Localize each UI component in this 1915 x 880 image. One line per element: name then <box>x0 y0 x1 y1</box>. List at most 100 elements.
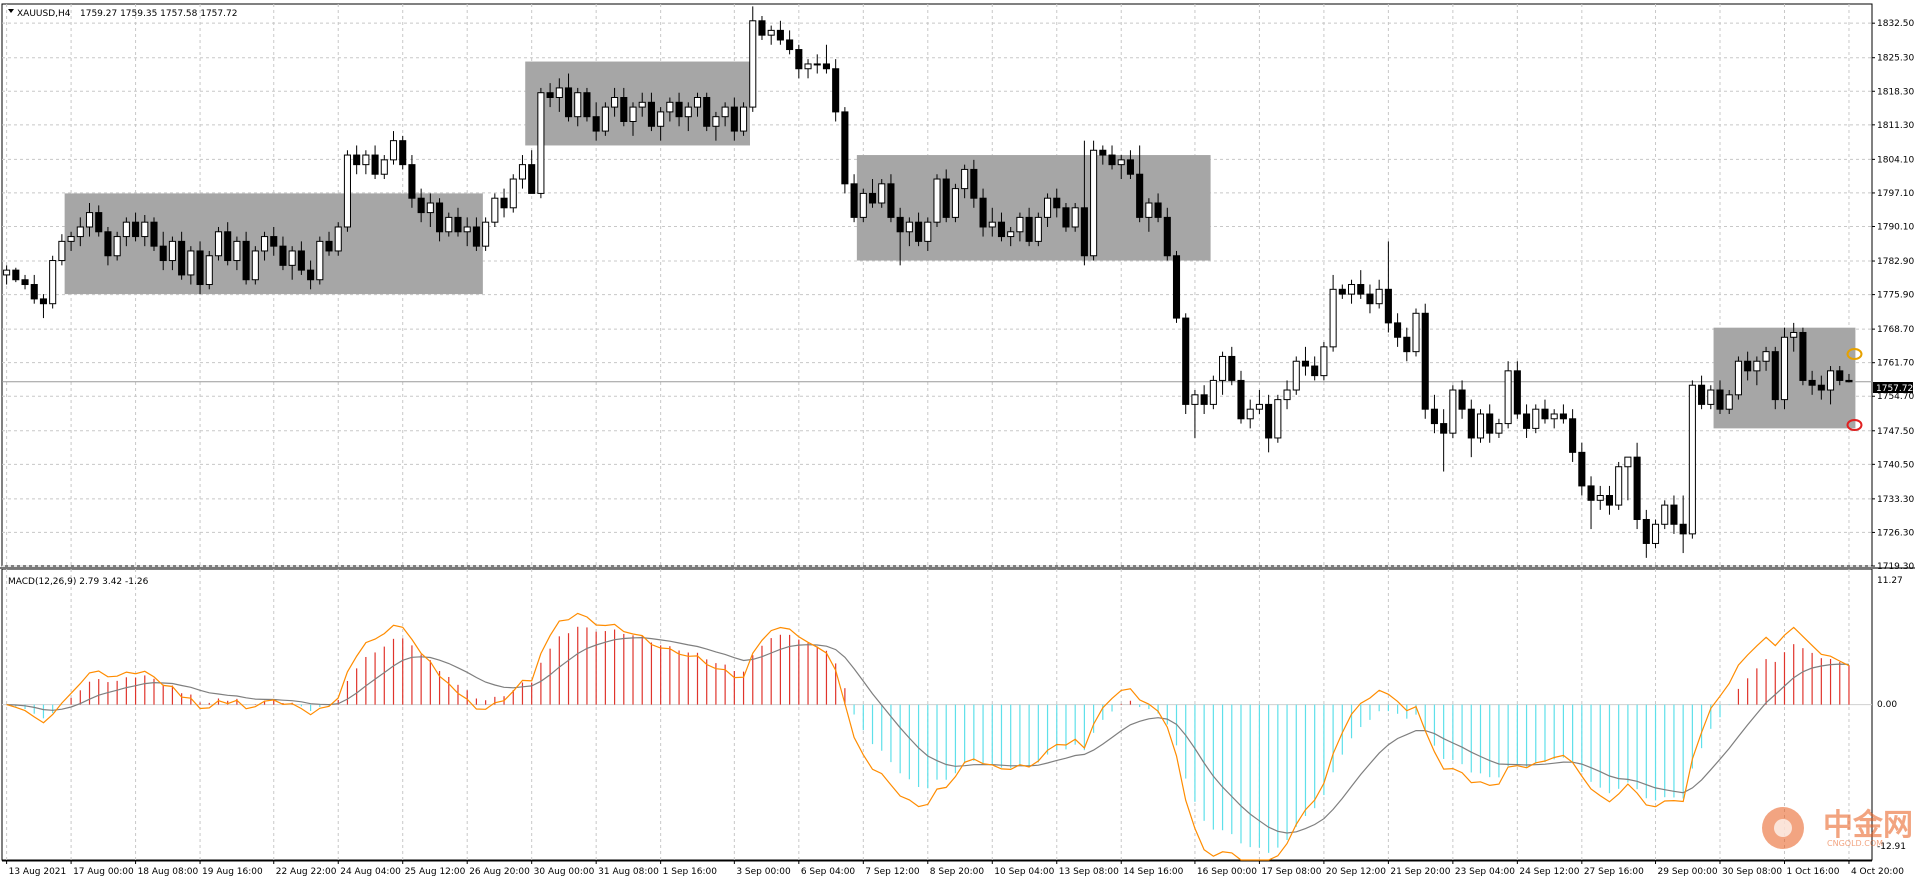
candle-body <box>703 97 711 127</box>
y-tick-label: 1747.50 <box>1877 427 1914 437</box>
y-tick-label: 1797.10 <box>1877 189 1914 199</box>
candle <box>1808 370 1816 395</box>
candle-body <box>389 140 398 161</box>
candle <box>122 217 130 247</box>
candle <box>749 6 757 112</box>
candle-body <box>841 111 849 185</box>
candle <box>555 78 563 112</box>
candle-body <box>500 197 508 209</box>
candle <box>583 87 591 122</box>
candle <box>389 131 398 165</box>
candle-body <box>868 192 877 204</box>
candle <box>1034 212 1042 247</box>
candle-body <box>1044 197 1052 218</box>
candle <box>1449 385 1457 438</box>
candle <box>1550 409 1558 429</box>
candle-body <box>1661 504 1669 525</box>
candle <box>1163 207 1171 261</box>
candle <box>905 217 913 247</box>
price-markers <box>1846 348 1863 432</box>
candle-body <box>721 106 729 118</box>
candle <box>924 217 932 251</box>
candle <box>1007 226 1015 247</box>
candle <box>1311 356 1319 381</box>
price-marker <box>1846 348 1863 361</box>
candle-body <box>1237 379 1245 420</box>
candle <box>1661 500 1669 530</box>
candle-body <box>1191 394 1199 405</box>
candle <box>675 92 683 127</box>
candle <box>657 107 665 141</box>
candle-body <box>1090 149 1098 257</box>
watermark-logo-text: 中金网 <box>1823 808 1913 843</box>
candle-body <box>132 221 140 238</box>
candle <box>1744 351 1752 381</box>
candle <box>1440 409 1448 472</box>
x-tick-label: 29 Sep 00:00 <box>1658 867 1718 876</box>
candle-body <box>1541 408 1549 420</box>
candle-body <box>297 250 305 271</box>
candle <box>868 179 877 208</box>
candle <box>1108 145 1116 170</box>
current-price-label: 1757.72 <box>1876 384 1913 394</box>
candle <box>224 222 232 266</box>
candle <box>915 212 923 247</box>
candle-body <box>1550 413 1558 420</box>
candle-body <box>1569 418 1577 453</box>
candle <box>887 174 895 223</box>
x-tick-label: 10 Sep 04:00 <box>994 867 1054 876</box>
candle-body <box>896 216 904 233</box>
collapse-arrow-icon[interactable] <box>8 9 14 13</box>
candle-body <box>1633 456 1641 520</box>
candle <box>1117 155 1125 180</box>
candle <box>141 214 149 247</box>
candle <box>1283 380 1291 410</box>
candle-body <box>1209 379 1217 405</box>
candle-body <box>1430 408 1438 425</box>
candle-body <box>1357 284 1365 295</box>
candle <box>436 198 444 242</box>
candle <box>1044 193 1052 227</box>
candle <box>260 231 269 261</box>
candle-body <box>3 269 11 276</box>
candle-body <box>832 68 840 113</box>
x-tick-label: 17 Aug 00:00 <box>73 867 134 876</box>
macd-bottom-label: -12.91 <box>1877 842 1906 852</box>
candle-body <box>67 236 75 242</box>
candle <box>1734 356 1742 400</box>
candle-body <box>574 92 582 118</box>
candle-body <box>740 106 748 132</box>
candle-body <box>371 154 379 175</box>
axes: 1832.50 1825.30 1818.30 1811.30 1804.10 1797.… <box>6 19 1914 877</box>
candle <box>1053 188 1061 218</box>
candle-body <box>1476 413 1485 439</box>
candle-body <box>408 164 416 199</box>
candle-body <box>730 106 738 132</box>
candle <box>463 217 471 247</box>
candle <box>1698 375 1706 410</box>
candle <box>1532 404 1540 434</box>
macd-fast-line <box>6 612 1850 861</box>
candle <box>1513 361 1521 419</box>
candle <box>307 260 315 290</box>
candle-body <box>39 298 47 305</box>
candle-body <box>1651 523 1660 544</box>
price-panel-border <box>1 3 1873 567</box>
x-tick-label: 4 Oct 20:00 <box>1851 867 1904 876</box>
candle-body <box>168 240 176 262</box>
candle <box>1541 399 1549 424</box>
candle <box>1329 274 1337 352</box>
candle <box>1633 442 1641 530</box>
x-tick-label: 19 Aug 16:00 <box>202 867 263 876</box>
macd-top-label: 11.27 <box>1877 576 1903 586</box>
watermark-logo-inner-icon <box>1774 819 1792 837</box>
candle-body <box>279 245 287 266</box>
candle <box>1688 380 1696 539</box>
x-tick-label: 31 Aug 08:00 <box>598 867 659 876</box>
candle <box>758 15 766 40</box>
candle-body <box>1716 389 1724 410</box>
candle <box>270 226 278 256</box>
candle <box>1394 313 1402 347</box>
